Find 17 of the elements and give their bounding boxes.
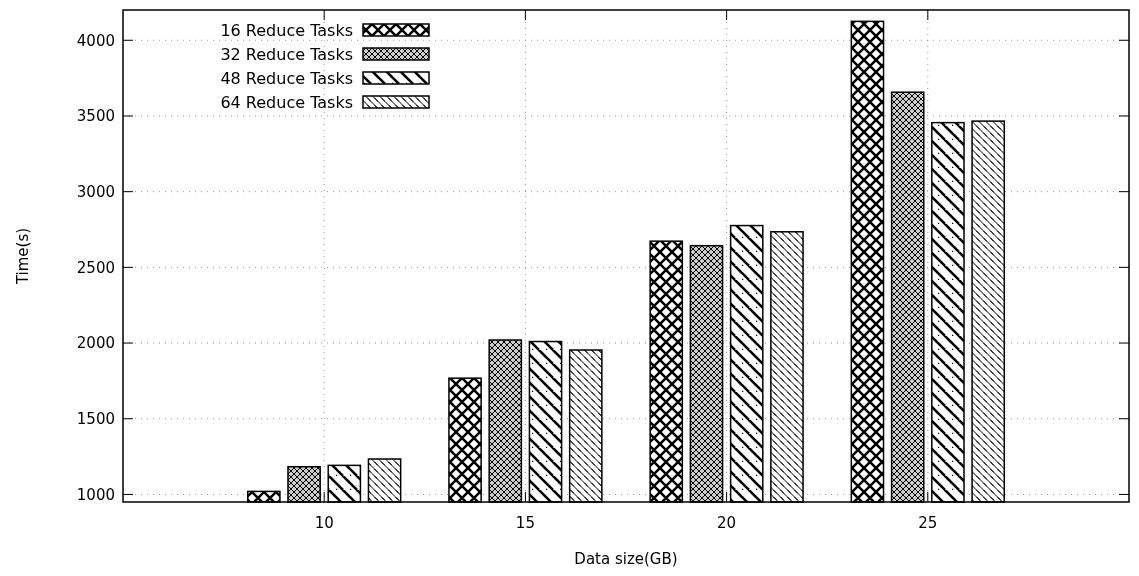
legend-label: 48 Reduce Tasks bbox=[220, 68, 353, 88]
y-tick-label: 4000 bbox=[76, 31, 115, 50]
legend-label: 32 Reduce Tasks bbox=[220, 44, 353, 64]
y-tick-label: 1000 bbox=[76, 485, 115, 504]
x-axis-title: Data size(GB) bbox=[574, 550, 678, 568]
x-tick-label: 25 bbox=[918, 514, 938, 532]
legend-label: 64 Reduce Tasks bbox=[220, 92, 353, 112]
legend-label: 16 Reduce Tasks bbox=[220, 20, 353, 40]
y-tick-label: 1500 bbox=[76, 409, 115, 428]
y-tick-label: 2500 bbox=[76, 258, 115, 277]
y-tick-label: 3500 bbox=[76, 107, 115, 126]
y-tick-label: 2000 bbox=[76, 334, 115, 353]
x-tick-label: 10 bbox=[314, 514, 334, 532]
x-tick-label: 15 bbox=[515, 514, 535, 532]
y-axis-title: Time(s) bbox=[14, 227, 32, 286]
y-tick-label: 3000 bbox=[76, 182, 115, 201]
x-tick-label: 20 bbox=[717, 514, 737, 532]
